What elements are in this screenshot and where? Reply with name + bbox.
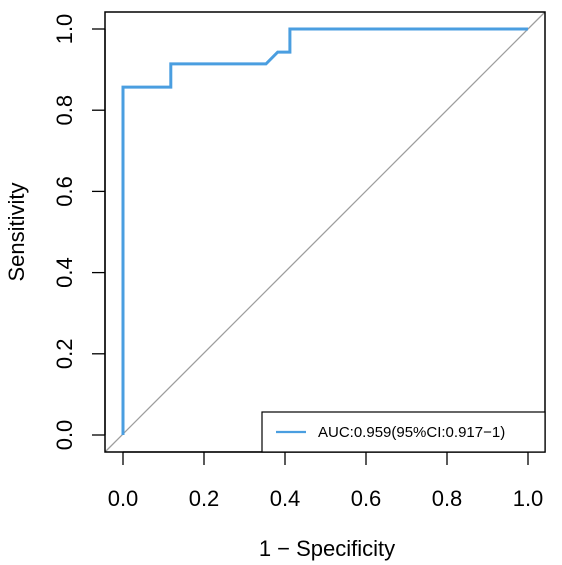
x-tick-label: 0.4: [270, 486, 301, 511]
legend-box: [261, 411, 546, 453]
x-axis: 0.0 0.2 0.4 0.6 0.8 1.0: [108, 451, 544, 511]
x-tick-label: 0.8: [432, 486, 463, 511]
y-tick-label: 0.6: [52, 176, 77, 207]
y-tick-label: 1.0: [52, 14, 77, 45]
x-tick-label: 1.0: [513, 486, 544, 511]
y-tick-label: 0.4: [52, 257, 77, 288]
series-layer: [121, 27, 528, 435]
roc-curve-line: [121, 27, 528, 435]
legend-label: AUC:0.959(95%CI:0.917−1): [318, 424, 505, 441]
y-axis: 0.0 0.2 0.4 0.6 0.8 1.0: [52, 14, 106, 451]
reference-diagonal: [104, 11, 546, 453]
legend: AUC:0.959(95%CI:0.917−1): [261, 411, 546, 453]
x-tick-label: 0.2: [189, 486, 220, 511]
x-tick-label: 0.6: [351, 486, 382, 511]
y-tick-label: 0.2: [52, 339, 77, 370]
y-tick-label: 0.8: [52, 95, 77, 126]
reference-diagonal-layer: [104, 11, 546, 453]
x-tick-label: 0.0: [108, 486, 139, 511]
x-axis-title: 1 − Specificity: [259, 536, 395, 561]
y-tick-label: 0.0: [52, 420, 77, 451]
y-axis-title: Sensitivity: [4, 182, 29, 281]
